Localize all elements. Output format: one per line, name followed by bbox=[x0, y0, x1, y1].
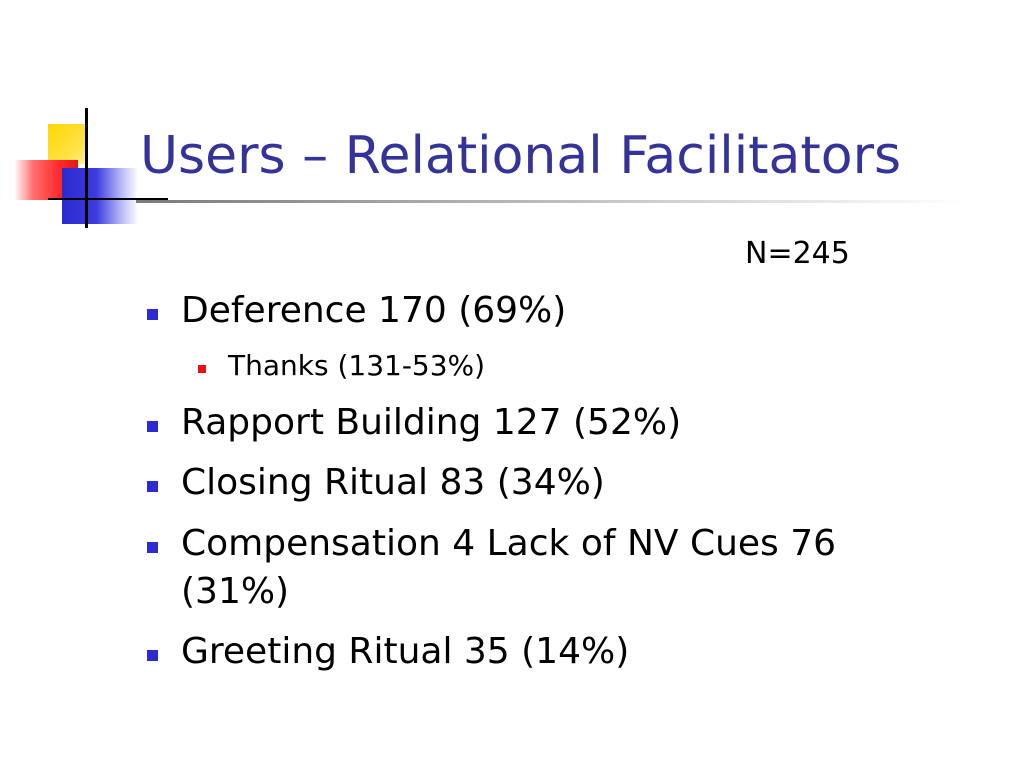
blue-square-bullet-icon bbox=[147, 542, 158, 553]
slide-title: Users – Relational Facilitators bbox=[140, 126, 902, 186]
bullet-item-closing-ritual: Closing Ritual 83 (34%) bbox=[181, 462, 605, 503]
bullet-item-compensation: Compensation 4 Lack of NV Cues 76 bbox=[181, 523, 837, 564]
blue-square-bullet-icon bbox=[147, 421, 158, 432]
title-underline bbox=[136, 200, 966, 203]
logo-yellow-square bbox=[48, 124, 88, 164]
sample-size-label: N=245 bbox=[745, 236, 850, 271]
blue-square-bullet-icon bbox=[147, 650, 158, 661]
blue-square-bullet-icon bbox=[147, 309, 158, 320]
logo-horizontal-line bbox=[48, 198, 168, 200]
bullet-item-rapport-building: Rapport Building 127 (52%) bbox=[181, 402, 682, 443]
sub-bullet-item-thanks: Thanks (131-53%) bbox=[228, 349, 486, 382]
logo-blue-square bbox=[62, 168, 138, 224]
logo-vertical-line bbox=[85, 108, 88, 228]
bullet-item-compensation-continued: (31%) bbox=[181, 571, 290, 612]
bullet-item-deference: Deference 170 (69%) bbox=[181, 290, 567, 331]
blue-square-bullet-icon bbox=[147, 481, 158, 492]
red-square-bullet-icon bbox=[198, 365, 206, 373]
bullet-item-greeting-ritual: Greeting Ritual 35 (14%) bbox=[181, 631, 630, 672]
